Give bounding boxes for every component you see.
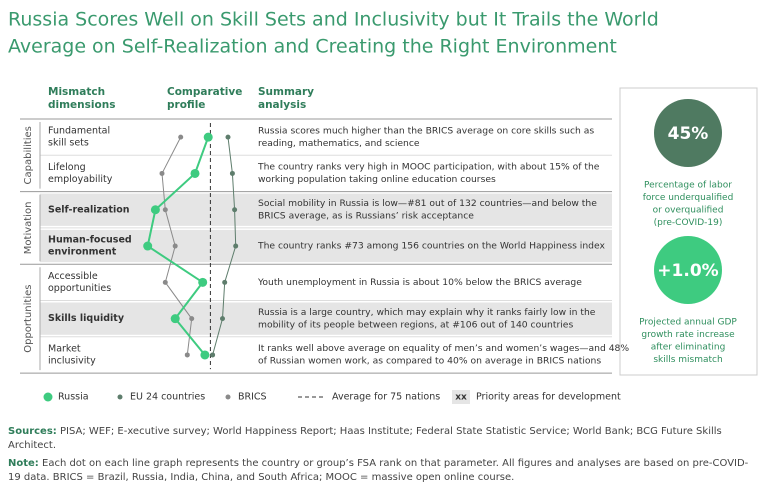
legend-label: Average for 75 nations bbox=[332, 392, 440, 403]
legend-dot bbox=[43, 392, 53, 402]
stat-label: Projected annual GDP bbox=[639, 318, 737, 328]
dimension-label: Market bbox=[48, 343, 81, 354]
profile-dot bbox=[184, 352, 190, 358]
profile-dot bbox=[170, 314, 180, 324]
dimension-label: Skills liquidity bbox=[48, 313, 125, 324]
dimension-label: skill sets bbox=[48, 138, 89, 149]
group-label: Capabilities bbox=[23, 126, 34, 184]
column-header: dimensions bbox=[48, 99, 115, 111]
summary-text: Russia scores much higher than the BRICS… bbox=[258, 125, 594, 136]
dimension-label: Lifelong bbox=[48, 162, 86, 173]
legend-label: EU 24 countries bbox=[130, 392, 205, 403]
profile-dot bbox=[198, 277, 208, 287]
dimension-label: Human-focused bbox=[48, 235, 132, 246]
dimension-label: Fundamental bbox=[48, 126, 110, 137]
dimension-label: environment bbox=[48, 247, 117, 258]
profile-dot bbox=[150, 205, 160, 215]
legend-swatch-text: xx bbox=[455, 393, 467, 403]
stat-label: skills mismatch bbox=[653, 355, 722, 365]
note-label: Note: bbox=[8, 458, 39, 469]
legend-label: BRICS bbox=[238, 392, 267, 403]
profile-dot bbox=[203, 132, 213, 142]
legend-label: Russia bbox=[58, 392, 89, 403]
legend-label: Priority areas for development bbox=[476, 392, 621, 403]
profile-dot bbox=[229, 170, 235, 176]
stat-value: +1.0% bbox=[657, 261, 718, 281]
profile-dot bbox=[220, 316, 225, 322]
summary-text: working population taking online educati… bbox=[258, 174, 496, 185]
profile-dot bbox=[232, 207, 238, 213]
dimension-label: Self-realization bbox=[48, 204, 130, 215]
stat-circle bbox=[654, 236, 722, 304]
summary-text: The country ranks very high in MOOC part… bbox=[257, 162, 600, 173]
profile-dot bbox=[225, 134, 231, 140]
priority-band bbox=[40, 302, 612, 335]
summary-text: Social mobility in Russia is low—#81 out… bbox=[258, 198, 597, 209]
profile-dot bbox=[172, 243, 178, 249]
profile-dot bbox=[222, 279, 228, 285]
group-label: Motivation bbox=[23, 202, 34, 255]
profile-dot bbox=[143, 241, 153, 251]
stat-label: (pre-COVID-19) bbox=[654, 218, 723, 228]
dimension-label: employability bbox=[48, 174, 113, 185]
profile-dot bbox=[189, 316, 195, 322]
column-header: Summary bbox=[258, 86, 314, 98]
summary-text: of Russian women work, as compared to 40… bbox=[258, 356, 601, 367]
summary-text: It ranks well above average on equality … bbox=[258, 343, 629, 354]
dimension-label: Accessible bbox=[48, 271, 98, 282]
profile-dot bbox=[162, 279, 168, 285]
stat-value: 45% bbox=[668, 124, 709, 144]
sources-label: Sources: bbox=[8, 426, 57, 437]
legend-dot bbox=[225, 394, 231, 400]
profile-dot bbox=[233, 243, 239, 249]
infographic: Russia Scores Well on Skill Sets and Inc… bbox=[8, 9, 758, 404]
sources-text: PISA; WEF; E-xecutive survey; World Happ… bbox=[8, 426, 722, 451]
note: Note: Each dot on each line graph repres… bbox=[8, 457, 760, 485]
profile-dot bbox=[190, 168, 200, 178]
stat-label: Percentage of labor bbox=[644, 181, 732, 191]
title: Russia Scores Well on Skill Sets and Inc… bbox=[8, 9, 659, 31]
summary-text: mobility of its people between regions, … bbox=[258, 319, 573, 330]
dimension-label: opportunities bbox=[48, 283, 111, 294]
summary-text: BRICS average, as is Russians’ risk acce… bbox=[258, 211, 474, 222]
column-header: Mismatch bbox=[48, 86, 105, 98]
dimension-label: inclusivity bbox=[48, 355, 96, 366]
stat-circle bbox=[654, 99, 722, 167]
profile-dot bbox=[200, 350, 210, 360]
stat-label: force underqualified bbox=[643, 193, 734, 203]
stat-label: after eliminating bbox=[651, 343, 726, 353]
summary-text: The country ranks #73 among 156 countrie… bbox=[257, 241, 606, 252]
legend-dot bbox=[117, 394, 123, 400]
column-header: Comparative bbox=[167, 86, 242, 98]
title: Average on Self-Realization and Creating… bbox=[8, 36, 617, 58]
profile-dot bbox=[162, 207, 168, 213]
stat-label: growth rate increase bbox=[641, 330, 735, 340]
group-label: Opportunities bbox=[23, 285, 34, 353]
summary-text: Russia is a large country, which may exp… bbox=[258, 307, 596, 318]
profile-dot bbox=[178, 134, 184, 140]
stat-label: or overqualified bbox=[653, 206, 724, 216]
legend-swatch bbox=[452, 390, 470, 404]
sources: Sources: PISA; WEF; E-xecutive survey; W… bbox=[8, 425, 760, 453]
priority-band bbox=[40, 193, 612, 226]
profile-dot bbox=[210, 352, 216, 358]
summary-text: Youth unemployment in Russia is about 10… bbox=[257, 277, 582, 288]
summary-text: reading, mathematics, and science bbox=[258, 138, 420, 149]
column-header: profile bbox=[167, 99, 205, 111]
profile-dot bbox=[159, 170, 165, 176]
priority-band bbox=[40, 229, 612, 263]
note-text: Each dot on each line graph represents t… bbox=[8, 458, 749, 483]
stats-panel bbox=[619, 87, 758, 376]
column-header: analysis bbox=[258, 99, 306, 111]
